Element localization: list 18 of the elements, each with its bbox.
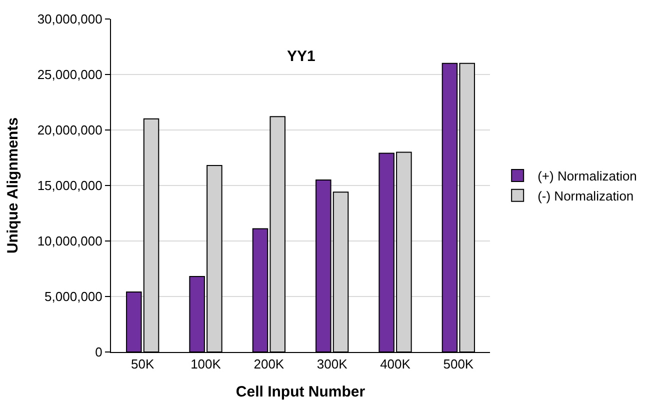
y-tick-label: 30,000,000 [37,12,102,27]
y-tick-label: 0 [95,344,102,360]
y-tick-label: 20,000,000 [37,122,102,138]
x-tick-label: 100K [190,356,222,372]
y-axis-title: Unique Alignments [4,117,22,254]
x-tick-label: 50K [131,356,154,372]
y-tick-label: 10,000,000 [37,234,102,249]
text: YY1 [287,48,316,65]
x-tick-label: 200K [254,356,284,372]
y-tick-label: 15,000,000 [37,178,102,194]
legend-label: (+) Normalization [538,168,637,184]
legend-label: (-) Normalization [538,188,634,204]
x-tick-label: 300K [316,356,348,372]
x-tick-label: 500K [443,356,474,372]
x-tick-label: 400K [380,356,411,372]
y-tick-label: 5,000,000 [44,289,102,304]
x-axis-title: Cell Input Number [236,384,366,401]
y-tick-label: 25,000,000 [37,67,102,82]
